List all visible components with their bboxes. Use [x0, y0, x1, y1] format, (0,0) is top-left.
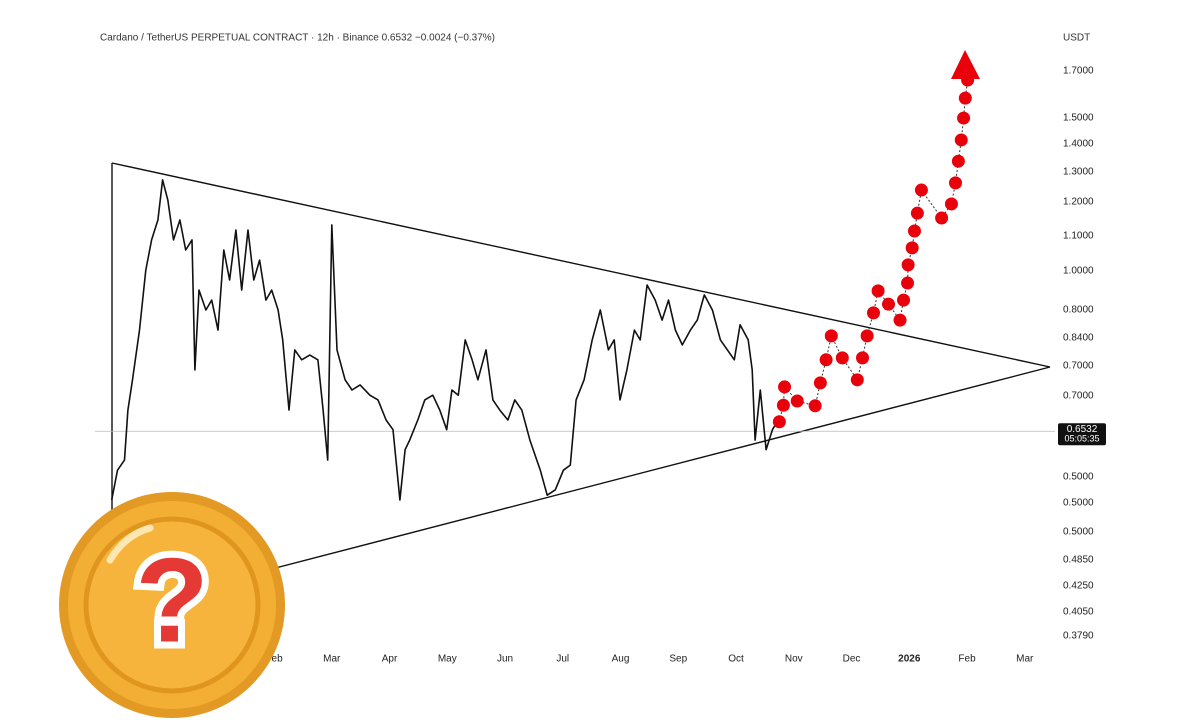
y-axis-label: 0.4050 [1063, 607, 1094, 618]
projection-dot [790, 394, 804, 408]
projection-dot [948, 176, 962, 190]
projection-dot [819, 353, 833, 367]
lower-trendline [209, 366, 1051, 586]
projection-dot [910, 206, 924, 220]
projection-dot [893, 313, 907, 327]
y-axis-label: 0.7000 [1063, 361, 1094, 372]
projection-dot [850, 373, 864, 387]
projection-dot [776, 398, 790, 412]
coin-icon: ? [59, 492, 285, 718]
projection-dot [881, 297, 895, 311]
x-tick-label: Feb [958, 654, 976, 665]
projection-dot [897, 293, 911, 307]
projection-dot [901, 276, 915, 290]
x-tick-label: Dec [843, 654, 861, 665]
coin-inner [83, 516, 261, 694]
x-tick-label: Apr [382, 654, 398, 665]
projection-dot [954, 133, 968, 147]
projection-dot [951, 154, 965, 168]
projection-dot [901, 258, 915, 272]
x-tick-label: Feb [265, 654, 283, 665]
projection-dot [935, 211, 949, 225]
projection-dot [778, 380, 792, 394]
y-axis-label: 0.3790 [1063, 631, 1094, 642]
projection-dot [914, 183, 928, 197]
y-axis-label: 1.4000 [1063, 139, 1094, 150]
y-axis-label: 1.7000 [1063, 66, 1094, 77]
plot-area: Feb Mar Apr May Jun Jul Aug Sep Oct Nov Dec 2026 Feb… [95, 66, 1106, 665]
projection-dot [957, 111, 971, 125]
y-axis-label: 1.5000 [1063, 113, 1094, 124]
projection-dot [772, 415, 786, 429]
unit-label: USDT [1063, 33, 1090, 44]
x-tick-label: Jun [497, 654, 513, 665]
price-line [110, 179, 779, 501]
y-axis-label: 0.8400 [1063, 333, 1094, 344]
y-axis-label: 0.4850 [1063, 555, 1094, 566]
projection-dot [958, 91, 972, 105]
x-tick-label: Aug [612, 654, 630, 665]
y-axis-label: 1.3000 [1063, 167, 1094, 178]
question-mark: ? [135, 534, 208, 668]
y-axis-label: 1.1000 [1063, 231, 1094, 242]
y-axis-label: 0.8000 [1063, 305, 1094, 316]
x-tick-label: Sep [669, 654, 687, 665]
price-countdown: 05:05:35 [1064, 434, 1099, 444]
y-axis-label: 1.2000 [1063, 197, 1094, 208]
projection-dot [835, 351, 849, 365]
x-tick-label: May [438, 654, 457, 665]
x-tick-label: Mar [1016, 654, 1034, 665]
y-axis-label: 0.5000 [1063, 472, 1094, 483]
y-axis-label: 0.7000 [1063, 391, 1094, 402]
x-tick-label: 2026 [898, 654, 921, 665]
y-axis-label: 0.5000 [1063, 498, 1094, 509]
projection-dot [813, 376, 827, 390]
projection-dot [944, 197, 958, 211]
upper-trendline [111, 162, 1051, 368]
projection-dot [871, 284, 885, 298]
chart-title: Cardano / TetherUS PERPETUAL CONTRACT · … [100, 33, 495, 44]
projection-dot [866, 306, 880, 320]
y-axis-label: 0.4250 [1063, 581, 1094, 592]
projection-dot [808, 399, 822, 413]
projection-dot [856, 351, 870, 365]
projection-dot [860, 329, 874, 343]
projection-arrowhead [951, 50, 980, 79]
price-badge [1058, 423, 1106, 446]
x-tick-label: Oct [728, 654, 744, 665]
x-tick-label: Jul [556, 654, 569, 665]
y-axis-label: 0.5000 [1063, 527, 1094, 538]
x-tick-label: Mar [323, 654, 341, 665]
projection-dot [905, 241, 919, 255]
projection-dot [907, 224, 921, 238]
projection-dot [824, 329, 838, 343]
coin-shine [106, 524, 154, 564]
x-tick-label: Nov [785, 654, 803, 665]
y-axis-label: 1.0000 [1063, 266, 1094, 277]
price-badge-label: 0.6532 [1067, 424, 1098, 435]
